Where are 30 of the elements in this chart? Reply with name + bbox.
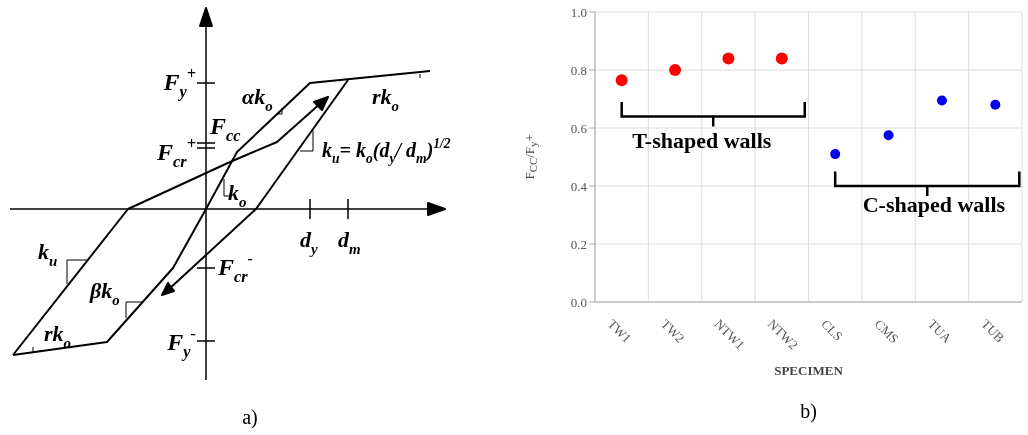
x-tick-label: CMS <box>871 316 902 347</box>
point <box>615 74 628 87</box>
annotation: C-shaped walls <box>862 192 1006 218</box>
text: k$_{u}$= k$_{o}$(d$_{y}$/ d$_{m}$)$^{1/2}$ <box>322 136 451 166</box>
point <box>830 149 841 160</box>
y-tick-label: 0.8 <box>570 62 587 78</box>
text: αk$_{o}$ <box>242 84 273 114</box>
annotation: T-shaped walls <box>632 128 772 154</box>
text: a) <box>242 406 258 429</box>
text: d$_{y}$ <box>300 227 318 257</box>
text: k$_{u}$ <box>38 239 58 269</box>
point <box>722 52 735 65</box>
point <box>669 64 682 76</box>
point <box>775 52 788 65</box>
point <box>883 130 894 141</box>
y-tick-label: 0.4 <box>570 178 588 194</box>
point <box>990 99 1001 110</box>
x-tick-label: CLS <box>818 316 846 344</box>
y-tick-label: 1.0 <box>570 4 587 20</box>
point <box>936 95 947 106</box>
text: b) <box>799 400 818 423</box>
y-tick-label: 0.2 <box>570 236 587 252</box>
text: k$_{o}$ <box>228 180 247 210</box>
text: d$_{m}$ <box>338 227 361 257</box>
text: rk$_{o}$ <box>372 84 400 114</box>
text: F$_{cc}$ <box>209 113 241 146</box>
x-axis-title: SPECIMEN <box>773 363 844 379</box>
text: βk$_{o}$ <box>89 278 120 308</box>
y-tick-label: 0.6 <box>570 120 588 136</box>
y-tick-label: 0.0 <box>570 294 587 310</box>
